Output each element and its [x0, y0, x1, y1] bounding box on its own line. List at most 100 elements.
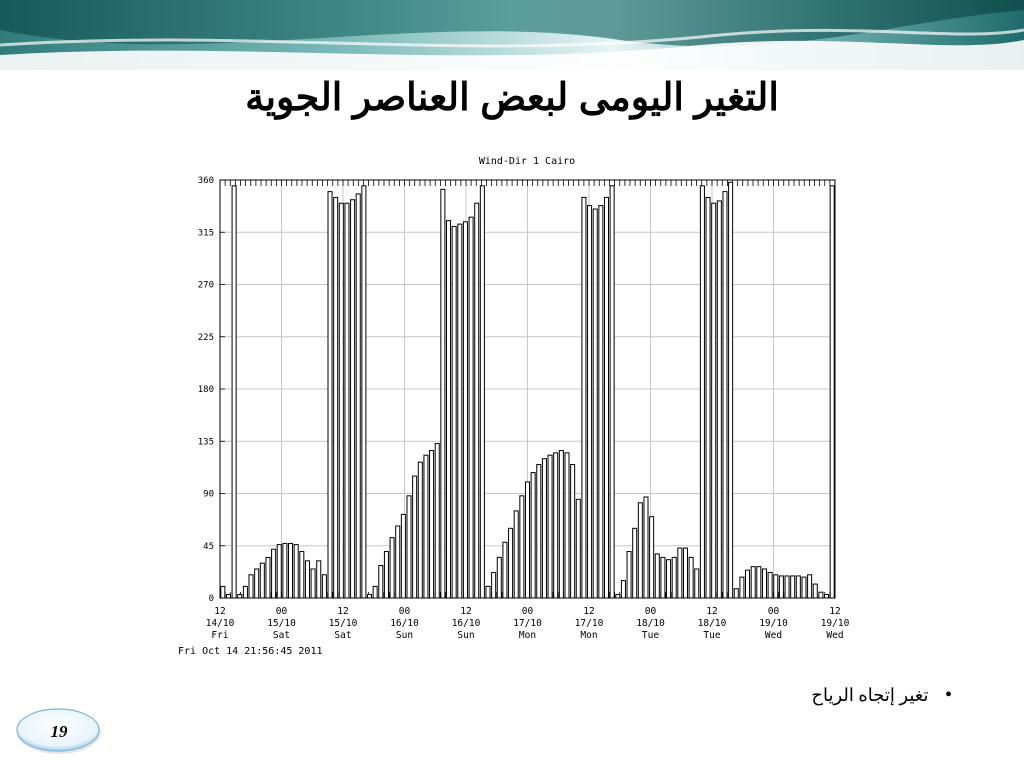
y-tick-label: 225: [198, 333, 214, 343]
bar: [491, 571, 497, 599]
bar: [773, 574, 779, 599]
bar: [756, 566, 762, 599]
bar: [231, 185, 237, 599]
bar: [541, 458, 547, 599]
bar: [440, 188, 446, 599]
bar: [682, 547, 689, 599]
x-tick-label: 12: [214, 606, 225, 617]
bar: [383, 551, 389, 599]
badge-ellipse-icon: [16, 708, 101, 754]
bar: [632, 527, 638, 599]
bar: [248, 574, 254, 599]
x-tick-label: Sun: [457, 630, 474, 641]
bar: [265, 556, 271, 599]
bar: [293, 544, 299, 599]
chart-timestamp: Fri Oct 14 21:56:45 2011: [178, 646, 323, 657]
y-tick-label: 180: [198, 385, 214, 395]
plot-frame: [219, 179, 836, 599]
bar: [671, 556, 677, 599]
bar: [417, 461, 423, 599]
bar: [220, 585, 226, 599]
page-number-badge: 19: [15, 706, 103, 756]
bar: [728, 181, 734, 599]
y-tick-label: 90: [203, 490, 214, 500]
y-tick-label: 0: [209, 594, 214, 604]
x-tick-label: 18/10: [698, 618, 727, 629]
bar: [496, 556, 502, 599]
x-tick-label: 19/10: [821, 618, 850, 629]
bar: [350, 199, 356, 599]
x-tick-label: 00: [768, 606, 780, 617]
bar: [643, 496, 649, 599]
bar: [259, 562, 265, 599]
x-tick-label: Sat: [334, 630, 351, 641]
bar: [361, 185, 367, 599]
bar: [778, 575, 784, 599]
bullet-item: • تغير إتجاه الرياح: [811, 684, 952, 707]
bar: [508, 527, 514, 599]
bar: [637, 502, 643, 599]
bar: [519, 495, 525, 599]
x-tick-label: 12: [460, 606, 471, 617]
x-tick-label: 12: [337, 606, 348, 617]
bar: [705, 196, 711, 599]
x-tick-label: Wed: [826, 630, 843, 641]
y-tick-label: 45: [203, 542, 214, 552]
bar: [536, 463, 542, 599]
bar: [344, 202, 350, 599]
bar: [609, 185, 615, 599]
x-tick-label: 17/10: [575, 618, 604, 629]
bar: [587, 205, 593, 599]
bar: [445, 220, 452, 599]
bar: [745, 569, 751, 599]
y-tick-labels: 0 45 90 135 180 225 270 315 360: [198, 176, 214, 604]
bar: [468, 216, 474, 599]
bar: [333, 196, 339, 599]
bar: [429, 450, 435, 599]
bar: [626, 551, 632, 599]
bar: [530, 472, 536, 599]
x-tick-label: 14/10: [206, 618, 235, 629]
bar: [479, 185, 485, 599]
bar: [288, 542, 294, 599]
x-tick-label: 15/10: [329, 618, 358, 629]
bar: [457, 223, 463, 599]
x-tick-label: 19/10: [759, 618, 788, 629]
bar: [654, 553, 660, 599]
bullet-text: تغير إتجاه الرياح: [811, 685, 929, 705]
bar: [310, 568, 316, 599]
x-tick-label: Mon: [519, 630, 536, 641]
bar: [474, 202, 480, 599]
bar: [688, 556, 694, 599]
y-tick-label: 270: [198, 281, 214, 291]
x-tick-label: 16/10: [390, 618, 419, 629]
bar: [666, 559, 672, 599]
bar: [355, 193, 361, 599]
bar: [795, 575, 801, 599]
bar: [462, 221, 468, 599]
bar: [564, 452, 570, 599]
x-tick-label: 00: [522, 606, 534, 617]
bar: [824, 594, 830, 599]
bar: [761, 568, 767, 599]
bar: [400, 513, 406, 599]
y-tick-label: 135: [198, 437, 214, 447]
bar: [513, 510, 519, 599]
bar: [603, 196, 610, 599]
x-tick-label: 17/10: [513, 618, 542, 629]
bar: [694, 568, 700, 599]
bar: [434, 443, 440, 599]
x-tick-label: 18/10: [636, 618, 665, 629]
bar: [451, 225, 457, 599]
bar: [225, 594, 231, 599]
bar: [711, 202, 717, 599]
slide-title: التغير اليومى لبعض العناصر الجوية: [245, 77, 779, 119]
bar: [733, 588, 739, 599]
bar: [372, 585, 378, 599]
x-tick-labels: 1214/10Fri0015/10Sat1215/10Sat0016/10Sun…: [206, 606, 850, 641]
bar: [237, 594, 243, 599]
bar: [807, 574, 813, 599]
bar: [575, 498, 581, 599]
bar: [502, 541, 508, 599]
bar: [767, 571, 773, 599]
